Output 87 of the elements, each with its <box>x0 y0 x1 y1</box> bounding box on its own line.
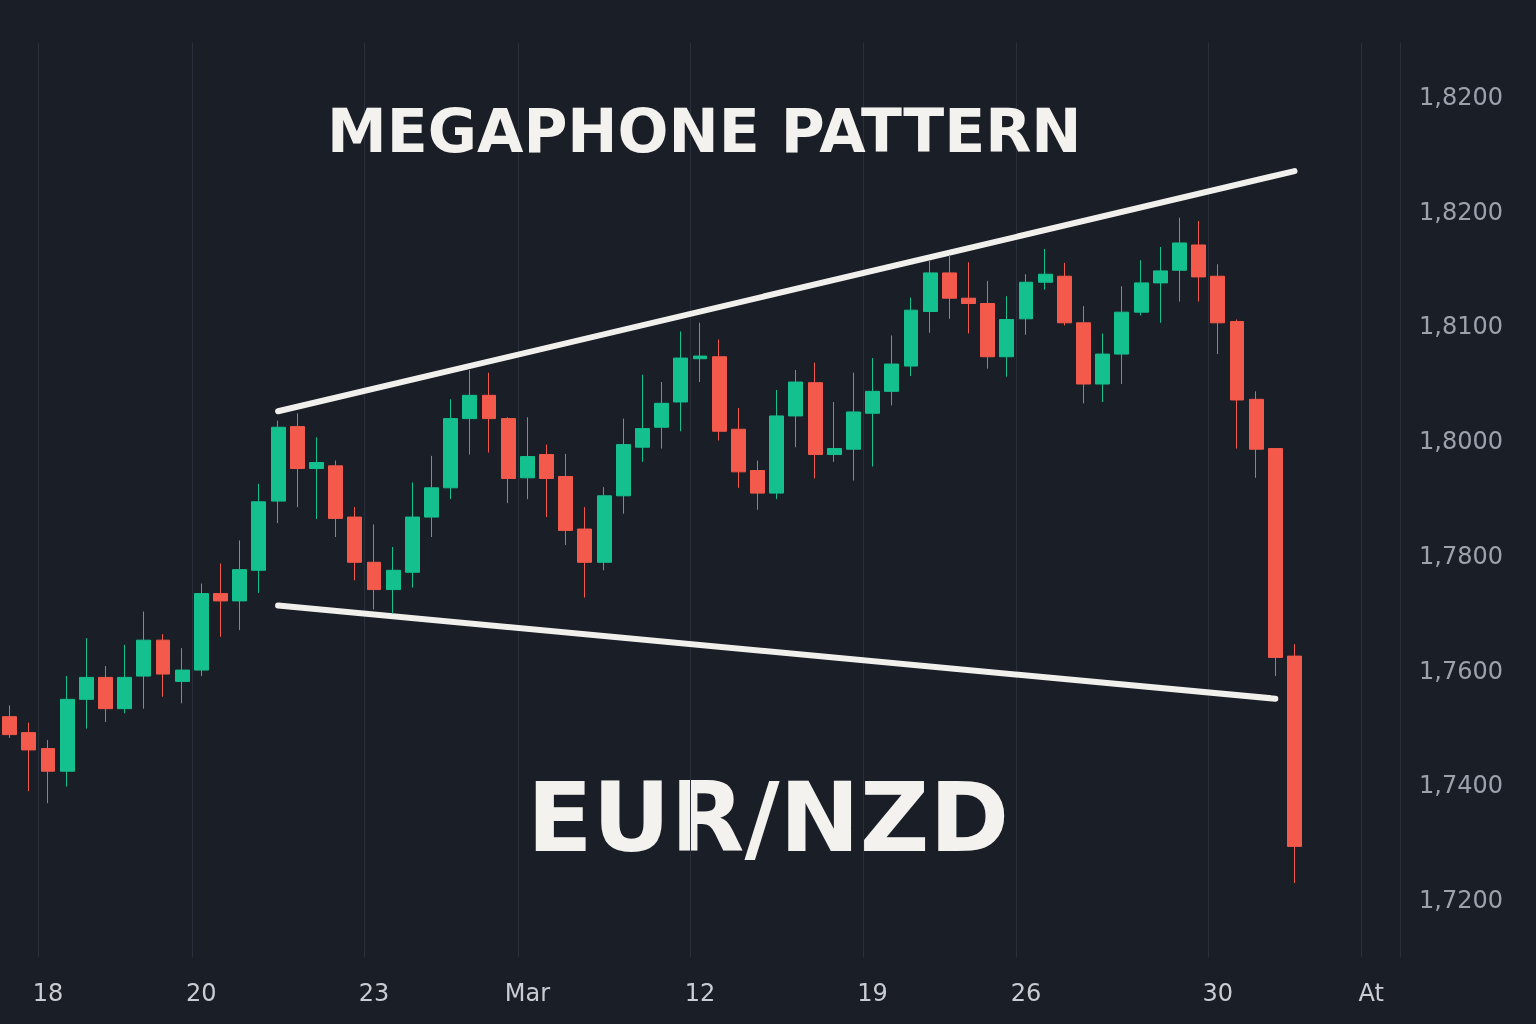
candlestick <box>1268 448 1283 677</box>
candlestick <box>60 675 75 787</box>
x-tick-label: 12 <box>684 979 716 1007</box>
x-tick-label: 30 <box>1202 979 1234 1007</box>
x-tick-label: 20 <box>186 979 217 1007</box>
candlestick <box>577 506 592 599</box>
text: 1,7800 <box>1419 541 1503 570</box>
candlestick <box>597 486 612 571</box>
x-tick-label: 19 <box>857 979 888 1007</box>
candlestick <box>367 523 381 611</box>
candlestick <box>846 372 861 481</box>
candlestick <box>769 389 784 500</box>
annotation: EUR/NZD <box>526 762 1010 874</box>
x-tick-label: 18 <box>32 979 64 1007</box>
candlestick <box>117 644 132 714</box>
candlestick <box>1287 643 1302 884</box>
candlestick <box>865 357 880 468</box>
candlestick <box>884 334 899 406</box>
text: 1,7600 <box>1419 656 1503 685</box>
candlestick <box>251 483 266 594</box>
candlestick <box>635 374 650 463</box>
candlestick <box>1210 263 1225 355</box>
candlestick <box>213 563 228 638</box>
candlestick <box>347 506 362 581</box>
candlestick <box>539 444 554 518</box>
candlestick <box>501 416 516 504</box>
candlestick <box>520 416 535 500</box>
text: 1,8000 <box>1419 427 1503 456</box>
text: 1,7400 <box>1419 771 1503 800</box>
candlestick <box>673 330 688 432</box>
candlestick <box>41 739 55 804</box>
candlestick <box>1076 305 1091 404</box>
candlestick <box>750 460 765 511</box>
x-tick-label: At <box>1358 979 1384 1007</box>
x-tick-label: 26 <box>1010 979 1042 1007</box>
candlestick <box>904 297 918 377</box>
candlestick <box>443 398 458 500</box>
candlestick <box>271 420 286 524</box>
candlestick <box>693 322 707 383</box>
candlestick <box>1095 332 1110 403</box>
candlestick <box>1249 390 1264 479</box>
candlestick <box>558 453 573 546</box>
candlestick <box>923 260 938 334</box>
candlestick <box>156 633 170 698</box>
candlestick <box>175 647 190 704</box>
candlestick <box>1230 318 1244 450</box>
candlestick <box>1038 248 1053 291</box>
candlestick <box>961 261 976 334</box>
candlestick <box>827 401 842 463</box>
candlestick <box>1134 259 1149 316</box>
candlestick <box>482 372 496 454</box>
text: 1,8200 <box>1419 197 1503 226</box>
text: 1,8100 <box>1419 312 1503 341</box>
candlestick <box>194 583 209 677</box>
candlestick <box>731 407 746 489</box>
chart-title: MEGAPHONE PATTERN <box>327 96 1082 166</box>
candlestick <box>1057 262 1072 326</box>
text: 1,8200 <box>1419 83 1503 111</box>
x-tick-label: Mar <box>504 979 551 1007</box>
candlestick <box>1191 220 1206 303</box>
candlestick <box>136 611 151 710</box>
candlestick <box>1114 285 1129 385</box>
candlestick <box>2 704 17 739</box>
candlestick <box>328 460 343 538</box>
candlestick <box>788 369 803 448</box>
text: 1,7200 <box>1419 885 1503 914</box>
candlestick <box>21 722 36 792</box>
candlestick <box>462 369 477 456</box>
candlestick <box>232 539 247 631</box>
candlestick <box>1172 217 1187 303</box>
candlestick <box>1153 246 1168 324</box>
candlestick <box>98 665 113 723</box>
candlestick <box>405 481 420 589</box>
candlestick <box>654 381 669 450</box>
candlestick <box>79 637 94 730</box>
candlestick <box>309 436 324 520</box>
candlestick <box>808 362 823 479</box>
candlestick <box>999 295 1014 378</box>
candlestick <box>616 418 631 515</box>
candlestick <box>712 338 727 442</box>
x-tick-label: 23 <box>358 979 390 1007</box>
candlestick <box>942 254 957 320</box>
candlestick <box>980 280 995 370</box>
candlestick <box>424 455 439 538</box>
candlestick <box>386 546 401 615</box>
candlestick <box>1019 273 1033 336</box>
candlestick <box>290 412 305 508</box>
